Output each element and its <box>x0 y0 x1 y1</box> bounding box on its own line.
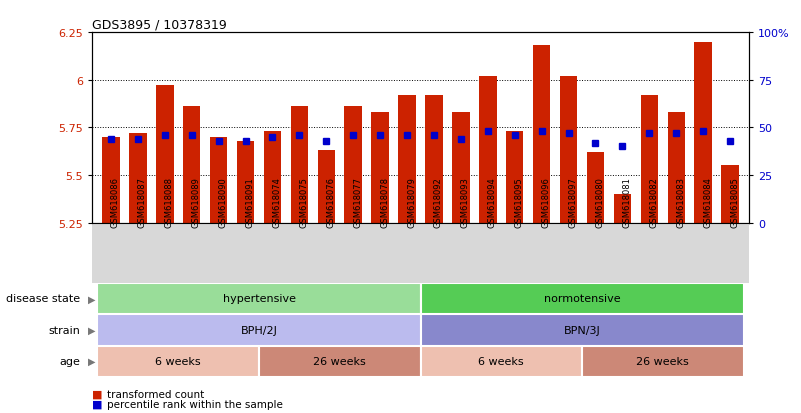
Text: GSM618090: GSM618090 <box>219 177 227 228</box>
Text: BPN/3J: BPN/3J <box>564 325 601 335</box>
Text: 26 weeks: 26 weeks <box>637 356 689 366</box>
Text: GSM618089: GSM618089 <box>191 177 201 228</box>
Bar <box>372 113 389 223</box>
Text: percentile rank within the sample: percentile rank within the sample <box>107 399 283 409</box>
Text: GSM618093: GSM618093 <box>461 177 470 228</box>
Text: strain: strain <box>48 325 80 335</box>
Text: GSM618074: GSM618074 <box>272 177 281 228</box>
Text: GSM618079: GSM618079 <box>407 177 416 228</box>
Text: GSM618082: GSM618082 <box>650 177 658 228</box>
Text: age: age <box>59 356 80 366</box>
Bar <box>425 96 443 223</box>
Text: GSM618078: GSM618078 <box>380 177 389 228</box>
Text: GSM618080: GSM618080 <box>595 177 605 228</box>
Text: GSM618088: GSM618088 <box>165 177 174 228</box>
Text: normotensive: normotensive <box>544 294 620 304</box>
Bar <box>210 138 227 223</box>
Text: ▶: ▶ <box>88 325 95 335</box>
Text: GSM618075: GSM618075 <box>300 177 308 228</box>
Text: GSM618083: GSM618083 <box>676 177 685 228</box>
Bar <box>560 77 578 223</box>
Text: hypertensive: hypertensive <box>223 294 296 304</box>
Bar <box>98 314 421 346</box>
Bar <box>506 132 524 223</box>
Text: disease state: disease state <box>6 294 80 304</box>
Bar <box>398 96 416 223</box>
Text: ■: ■ <box>92 399 103 409</box>
Text: ■: ■ <box>92 389 103 399</box>
Bar <box>317 151 335 223</box>
Text: BPH/2J: BPH/2J <box>240 325 277 335</box>
Bar <box>237 141 254 223</box>
Text: GSM618097: GSM618097 <box>569 177 578 228</box>
Bar <box>98 346 259 377</box>
Text: GSM618095: GSM618095 <box>515 177 524 228</box>
Text: ▶: ▶ <box>88 294 95 304</box>
Text: GDS3895 / 10378319: GDS3895 / 10378319 <box>92 19 227 32</box>
Bar <box>722 166 739 223</box>
Bar <box>533 46 550 223</box>
Bar <box>98 283 421 314</box>
Bar <box>614 195 631 223</box>
Text: GSM618077: GSM618077 <box>353 177 362 228</box>
Text: GSM618096: GSM618096 <box>541 177 550 228</box>
Bar <box>129 134 147 223</box>
Bar <box>259 346 421 377</box>
Text: GSM618086: GSM618086 <box>111 177 120 228</box>
Bar <box>421 314 743 346</box>
Text: GSM618087: GSM618087 <box>138 177 147 228</box>
Text: 26 weeks: 26 weeks <box>313 356 366 366</box>
Bar <box>452 113 469 223</box>
Bar <box>264 132 281 223</box>
Bar <box>183 107 200 223</box>
Bar <box>291 107 308 223</box>
Bar <box>587 153 604 223</box>
Bar <box>667 113 685 223</box>
Bar <box>694 43 712 223</box>
Text: 6 weeks: 6 weeks <box>155 356 201 366</box>
Text: GSM618081: GSM618081 <box>622 177 631 228</box>
Bar <box>582 346 743 377</box>
Bar <box>421 346 582 377</box>
Text: 6 weeks: 6 weeks <box>478 356 524 366</box>
Text: ▶: ▶ <box>88 356 95 366</box>
Text: GSM618094: GSM618094 <box>488 177 497 228</box>
Text: GSM618084: GSM618084 <box>703 177 712 228</box>
Text: transformed count: transformed count <box>107 389 203 399</box>
Bar <box>344 107 362 223</box>
Text: GSM618076: GSM618076 <box>326 177 336 228</box>
Bar <box>641 96 658 223</box>
Bar <box>156 86 174 223</box>
Text: GSM618092: GSM618092 <box>434 177 443 228</box>
Bar <box>421 283 743 314</box>
Bar <box>103 138 119 223</box>
Bar <box>479 77 497 223</box>
Text: GSM618085: GSM618085 <box>730 177 739 228</box>
Text: GSM618091: GSM618091 <box>246 177 255 228</box>
